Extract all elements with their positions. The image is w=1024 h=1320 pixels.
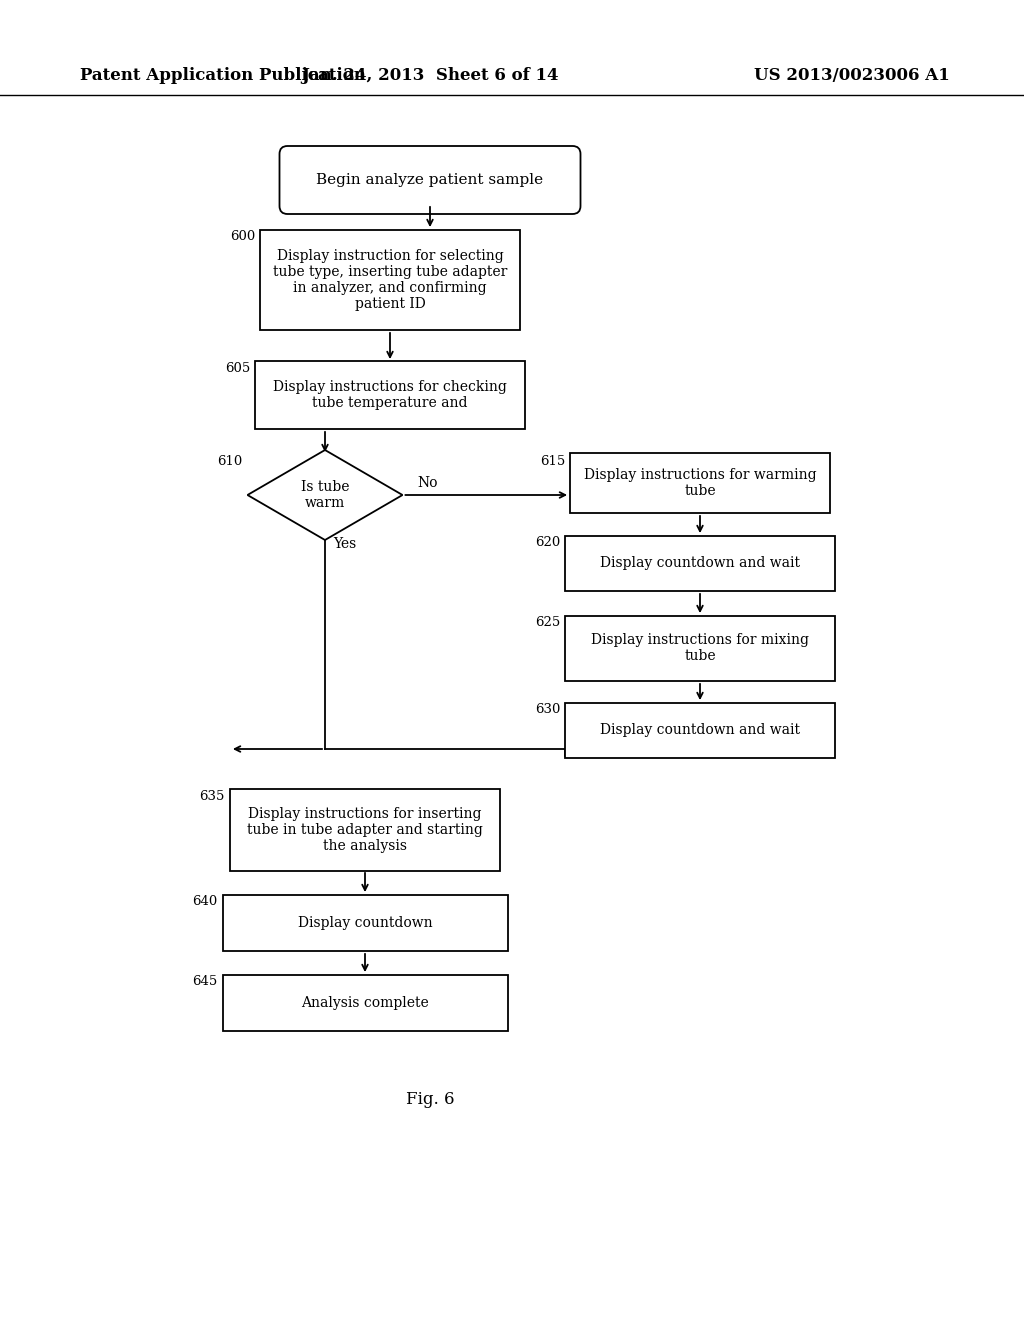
Text: Is tube
warm: Is tube warm	[301, 480, 349, 510]
Bar	[565, 615, 835, 681]
Bar	[565, 536, 835, 590]
Text: Display instructions for warming
tube: Display instructions for warming tube	[584, 467, 816, 498]
Text: Display countdown and wait: Display countdown and wait	[600, 556, 800, 570]
Text: No: No	[418, 477, 438, 490]
Text: 620: 620	[535, 536, 560, 549]
Text: 645: 645	[193, 975, 217, 987]
Text: 630: 630	[535, 704, 560, 715]
Text: Begin analyze patient sample: Begin analyze patient sample	[316, 173, 544, 187]
Text: 640: 640	[193, 895, 217, 908]
Bar	[255, 360, 525, 429]
Text: 600: 600	[229, 230, 255, 243]
FancyBboxPatch shape	[280, 147, 581, 214]
Text: Yes: Yes	[333, 537, 356, 550]
Text: Display countdown and wait: Display countdown and wait	[600, 723, 800, 737]
Text: Display instructions for checking
tube temperature and: Display instructions for checking tube t…	[273, 380, 507, 411]
Bar	[570, 453, 830, 513]
Bar	[565, 702, 835, 758]
Bar	[222, 895, 508, 950]
Text: Patent Application Publication: Patent Application Publication	[80, 66, 366, 83]
Text: 615: 615	[540, 455, 565, 469]
Bar	[230, 789, 500, 871]
Text: 635: 635	[200, 789, 225, 803]
Polygon shape	[248, 450, 402, 540]
Bar	[260, 230, 520, 330]
Text: Display instructions for inserting
tube in tube adapter and starting
the analysi: Display instructions for inserting tube …	[247, 807, 483, 853]
Text: 625: 625	[535, 616, 560, 630]
Text: Display countdown: Display countdown	[298, 916, 432, 931]
Text: 605: 605	[224, 362, 250, 375]
Text: US 2013/0023006 A1: US 2013/0023006 A1	[755, 66, 950, 83]
Text: Analysis complete: Analysis complete	[301, 997, 429, 1010]
Text: Jan. 24, 2013  Sheet 6 of 14: Jan. 24, 2013 Sheet 6 of 14	[301, 66, 559, 83]
Text: Display instruction for selecting
tube type, inserting tube adapter
in analyzer,: Display instruction for selecting tube t…	[272, 248, 507, 312]
Text: Fig. 6: Fig. 6	[406, 1092, 455, 1109]
Text: Display instructions for mixing
tube: Display instructions for mixing tube	[591, 632, 809, 663]
Bar	[222, 975, 508, 1031]
Text: 610: 610	[217, 455, 243, 469]
